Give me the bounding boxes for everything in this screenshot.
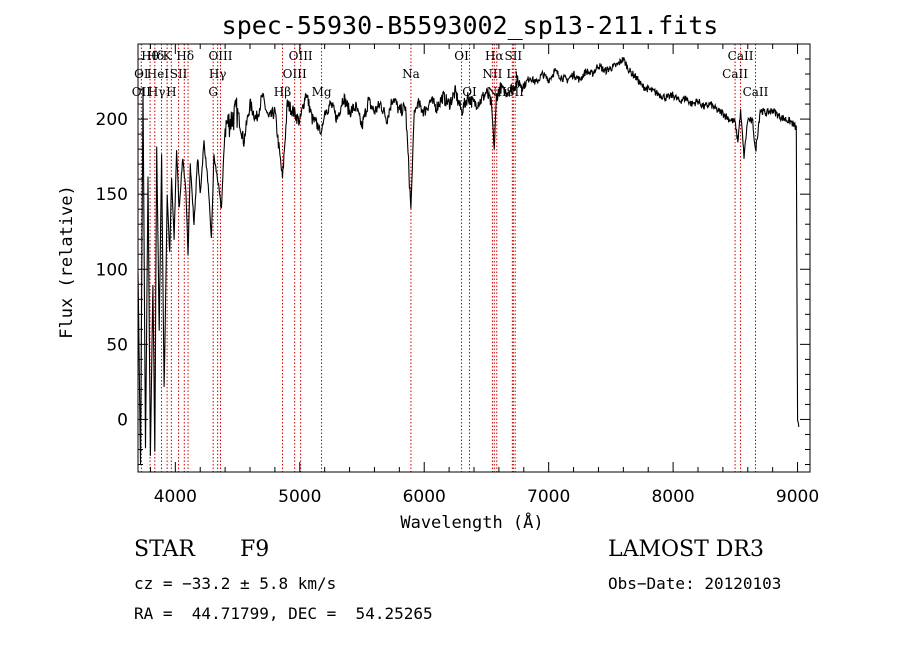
- coordinates: RA = 44.71799, DEC = 54.25265: [134, 604, 433, 623]
- y-tick-label-150: 150: [96, 185, 128, 205]
- x-axis-label: Wavelength (Å): [400, 511, 543, 533]
- line-label-oii: OII: [132, 85, 152, 99]
- line-label-hδ: Hδ: [176, 49, 194, 63]
- x-tick-label-9000: 9000: [776, 487, 819, 507]
- line-label-oiii: OIII: [283, 67, 307, 81]
- x-tick-label-4000: 4000: [154, 487, 197, 507]
- line-label-hei: HeI: [147, 67, 170, 81]
- line-label-hγ: Hγ: [148, 85, 166, 99]
- line-label-hγ: Hγ: [209, 67, 227, 81]
- line-label-oiii: OIII: [289, 49, 313, 63]
- object-subclass: F9: [240, 537, 270, 562]
- redshift-velocity: cz = −33.2 ± 5.8 km/s: [134, 574, 337, 593]
- line-label-nii: NII: [487, 85, 507, 99]
- chart-title: spec-55930-B5593002_sp13-211.fits: [222, 11, 719, 40]
- line-label-hα: Hα: [485, 49, 504, 63]
- line-label-sii: SII: [170, 67, 188, 81]
- line-label-k: K: [163, 49, 173, 63]
- line-label-nii: NII: [482, 67, 502, 81]
- spectrum-curve-group: [138, 57, 800, 465]
- observation-date: Obs−Date: 20120103: [608, 574, 782, 593]
- axis-ticks: 4000 5000 6000 7000 8000 9000 0 50 100 150 200: [96, 44, 819, 507]
- line-label-g: G: [208, 85, 218, 99]
- y-tick-label-100: 100: [96, 260, 128, 280]
- line-label-oi: OI: [454, 49, 469, 63]
- line-label-sii: SII: [504, 49, 522, 63]
- line-label-hβ: Hβ: [274, 85, 291, 99]
- line-label-oi: OI: [462, 85, 477, 99]
- line-label-li: Li: [506, 67, 518, 81]
- y-tick-label-0: 0: [117, 410, 128, 430]
- line-label-na: Na: [402, 67, 420, 81]
- line-label-hδ: Hδ: [147, 49, 165, 63]
- y-tick-label-50: 50: [106, 335, 128, 355]
- x-tick-label-5000: 5000: [278, 487, 321, 507]
- line-label-hθ: Hθ: [141, 49, 159, 63]
- y-axis-label: Flux (relative): [57, 185, 77, 339]
- x-tick-label-6000: 6000: [403, 487, 446, 507]
- line-label-mg: Mg: [312, 85, 332, 99]
- y-tick-label-200: 200: [96, 110, 128, 130]
- line-label-caii: CaII: [728, 49, 754, 63]
- line-label-caii: CaII: [722, 67, 748, 81]
- line-label-oiii: OIII: [208, 49, 232, 63]
- spectrum-series-flux: [138, 57, 800, 465]
- spectral-line-markers: [140, 44, 756, 472]
- x-tick-label-8000: 8000: [651, 487, 694, 507]
- x-tick-label-7000: 7000: [527, 487, 570, 507]
- line-label-h: H: [166, 85, 176, 99]
- object-class: STAR: [134, 537, 195, 562]
- plot-frame: [137, 43, 811, 473]
- survey-name: LAMOST DR3: [608, 537, 764, 562]
- line-label-caii: CaII: [743, 85, 769, 99]
